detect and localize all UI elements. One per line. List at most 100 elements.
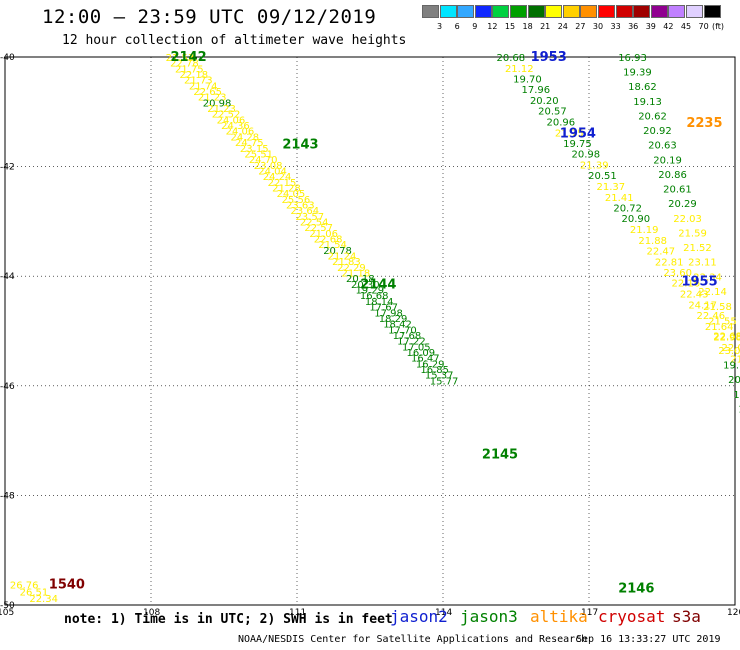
data-label: 20.92 xyxy=(643,126,672,137)
data-label: 18.62 xyxy=(628,82,657,93)
data-label: 16.09 xyxy=(406,348,435,359)
data-label: 20.96 xyxy=(547,117,576,128)
legend-swatch xyxy=(422,5,439,18)
data-label: 19.29 xyxy=(355,285,384,296)
data-label: 17.70 xyxy=(388,325,417,336)
legend-label: 30 xyxy=(592,22,604,31)
legend-label: 9 xyxy=(472,22,478,31)
data-label: 22.18 xyxy=(179,70,208,81)
data-label: 20.29 xyxy=(668,199,697,210)
data-label: 21.58 xyxy=(703,302,732,313)
legend-label: 42 xyxy=(663,22,674,31)
data-label: 26.76 xyxy=(10,581,39,592)
data-label: 19.13 xyxy=(633,97,662,108)
legend-label: 3 xyxy=(437,22,443,31)
data-label: 22.29 xyxy=(337,263,366,274)
legend-swatch xyxy=(580,5,598,18)
data-label: 24.05 xyxy=(277,189,306,200)
data-label: 20.98 xyxy=(572,150,601,161)
data-label: 21.28 xyxy=(272,183,301,194)
data-label: 21.41 xyxy=(605,193,634,204)
time-label: 2142 xyxy=(170,50,206,65)
satellite-jason2: jason2 xyxy=(390,607,448,626)
x-tick-label: 111 xyxy=(289,608,306,618)
footer-note: note: 1) Time is in UTC; 2) SWH is in fe… xyxy=(64,612,393,627)
data-label: 20.63 xyxy=(648,141,677,152)
data-label: 20.86 xyxy=(658,170,687,181)
data-label: 19.39 xyxy=(623,68,652,79)
data-label: 22.81 xyxy=(655,257,684,268)
data-label: 20.90 xyxy=(622,214,651,225)
credit-text: NOAA/NESDIS Center for Satellite Applica… xyxy=(238,634,588,645)
data-label: 23.08 xyxy=(254,161,283,172)
data-label: 22.68 xyxy=(713,331,740,342)
data-label: 19.92 xyxy=(738,404,740,415)
data-label: 20.20 xyxy=(530,96,559,107)
legend-label: 36 xyxy=(628,22,639,31)
generated-timestamp: Sep 16 13:33:27 UTC 2019 xyxy=(576,634,721,645)
data-label: 16.68 xyxy=(360,291,389,302)
data-label: 21.24 xyxy=(328,251,357,262)
time-label: 2143 xyxy=(282,138,318,153)
data-label: 20.62 xyxy=(638,112,667,123)
data-label: 21.75 xyxy=(555,128,584,139)
y-tick-label: -40 xyxy=(0,53,15,63)
data-label: 24.17 xyxy=(688,300,717,311)
data-label: 21.18 xyxy=(342,268,371,279)
plot-frame xyxy=(4,56,736,606)
data-label: 22.46 xyxy=(696,311,725,322)
data-label: 24.04 xyxy=(258,166,287,177)
x-tick-label: 117 xyxy=(581,608,598,618)
data-label: 24.36 xyxy=(221,121,250,132)
x-tick-label: 120 xyxy=(727,608,740,618)
data-label: 21.64 xyxy=(705,322,734,333)
legend-swatch xyxy=(492,5,510,18)
legend-label: 70 xyxy=(698,22,709,31)
data-label: 22.68 xyxy=(314,234,343,245)
legend-label: 45 xyxy=(680,22,692,31)
x-tick-label: 108 xyxy=(143,608,160,618)
footer-credit: NOAA/NESDIS Center for Satellite Applica… xyxy=(238,634,721,645)
legend-label: 27 xyxy=(575,22,586,31)
data-label: 19.70 xyxy=(513,74,542,85)
legend-swatch xyxy=(633,5,651,18)
data-label: 17.68 xyxy=(393,331,422,342)
data-label: 20.78 xyxy=(323,246,352,257)
data-label: 18.42 xyxy=(383,319,412,330)
data-label: 20.57 xyxy=(538,107,567,118)
data-label: 21.39 xyxy=(580,161,609,172)
time-label: 2235 xyxy=(686,116,722,131)
data-label: 18.29 xyxy=(379,314,408,325)
data-label: 24.70 xyxy=(249,155,278,166)
data-label: 23.15 xyxy=(240,144,269,155)
data-label: 20.61 xyxy=(663,185,692,196)
data-label: 23.06 xyxy=(718,346,740,357)
data-label: 16.85 xyxy=(420,365,449,376)
data-label: 15.37 xyxy=(425,370,454,381)
data-label: 17.67 xyxy=(369,302,398,313)
data-label: 22.15 xyxy=(268,178,297,189)
data-label: 21.06 xyxy=(309,229,338,240)
data-label: 22.98 xyxy=(713,333,740,344)
data-label: 17.98 xyxy=(374,308,403,319)
data-label: 19.74 xyxy=(733,390,740,401)
data-label: 22.16 xyxy=(671,279,700,290)
y-tick-label: -50 xyxy=(0,601,15,611)
x-tick-label: 114 xyxy=(435,608,452,618)
page-subtitle: 12 hour collection of altimeter wave hei… xyxy=(62,33,407,48)
data-label: 15.77 xyxy=(430,376,459,387)
y-tick-label: -42 xyxy=(0,163,15,173)
data-label: 18.14 xyxy=(365,297,394,308)
legend-label: 12 xyxy=(487,22,498,31)
data-label: 23.64 xyxy=(291,206,320,217)
time-label: 2145 xyxy=(482,447,518,462)
data-label: 25.51 xyxy=(244,149,273,160)
legend-swatch xyxy=(545,5,563,18)
legend-label: 24 xyxy=(557,22,568,31)
legend-label: 18 xyxy=(522,22,533,31)
legend-unit: (ft) xyxy=(712,22,725,31)
legend-swatch xyxy=(474,5,492,18)
data-label: 21.53 xyxy=(166,53,195,64)
data-label: 21.59 xyxy=(678,229,707,240)
time-label: 2144 xyxy=(360,277,396,292)
